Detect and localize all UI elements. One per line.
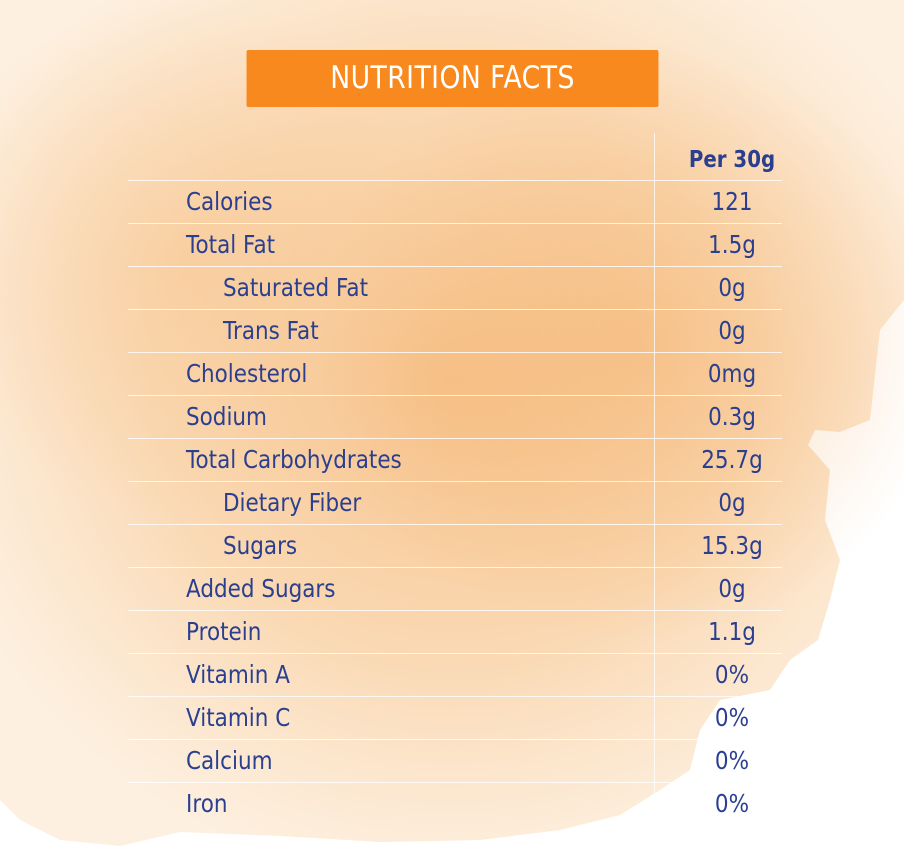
nutrient-value: 0g bbox=[718, 316, 746, 345]
nutrient-label: Dietary Fiber bbox=[223, 488, 362, 517]
nutrient-value: 0% bbox=[714, 703, 750, 732]
nutrient-label: Trans Fat bbox=[223, 316, 319, 345]
nutrient-row: Sugars 15.3g bbox=[128, 524, 782, 567]
nutrient-label: Total Carbohydrates bbox=[186, 445, 402, 474]
nutrient-label: Saturated Fat bbox=[223, 273, 369, 302]
nutrient-label: Vitamin C bbox=[186, 703, 291, 732]
nutrient-value: 15.3g bbox=[701, 531, 763, 560]
nutrient-row: Added Sugars 0g bbox=[128, 567, 782, 610]
nutrient-label: Total Fat bbox=[186, 230, 276, 259]
nutrient-row: Vitamin A 0% bbox=[128, 653, 782, 696]
nutrient-row: Sodium 0.3g bbox=[128, 395, 782, 438]
nutrient-row: Saturated Fat 0g bbox=[128, 266, 782, 309]
nutrient-label: Calories bbox=[186, 187, 273, 216]
per-serving-header: Per 30g bbox=[688, 147, 776, 173]
nutrition-facts-title: NUTRITION FACTS bbox=[246, 50, 659, 107]
nutrient-row: Dietary Fiber 0g bbox=[128, 481, 782, 524]
nutrient-value: 0g bbox=[718, 273, 746, 302]
nutrient-row: Total Fat 1.5g bbox=[128, 223, 782, 266]
column-divider bbox=[654, 133, 655, 821]
nutrient-row: Trans Fat 0g bbox=[128, 309, 782, 352]
nutrient-value: 25.7g bbox=[701, 445, 763, 474]
nutrient-value: 0% bbox=[714, 660, 750, 689]
nutrient-label: Iron bbox=[186, 789, 228, 818]
nutrient-label: Vitamin A bbox=[186, 660, 290, 689]
nutrient-label: Sugars bbox=[223, 531, 298, 560]
nutrient-value: 0mg bbox=[707, 359, 757, 388]
nutrient-value: 0g bbox=[718, 574, 746, 603]
nutrient-row: Vitamin C 0% bbox=[128, 696, 782, 739]
nutrient-value: 0g bbox=[718, 488, 746, 517]
nutrient-row: Total Carbohydrates 25.7g bbox=[128, 438, 782, 481]
nutrient-value: 0% bbox=[714, 789, 750, 818]
nutrient-label: Added Sugars bbox=[186, 574, 336, 603]
nutrient-value: 0.3g bbox=[708, 402, 756, 431]
nutrient-value: 121 bbox=[711, 187, 753, 216]
nutrient-label: Cholesterol bbox=[186, 359, 308, 388]
nutrient-row: Protein 1.1g bbox=[128, 610, 782, 653]
nutrient-value: 1.1g bbox=[708, 617, 756, 646]
nutrient-value: 1.5g bbox=[708, 230, 756, 259]
nutrient-row: Calories 121 bbox=[128, 180, 782, 223]
nutrient-row: Calcium 0% bbox=[128, 739, 782, 782]
nutrient-value: 0% bbox=[714, 746, 750, 775]
nutrient-label: Protein bbox=[186, 617, 262, 646]
nutrient-row: Cholesterol 0mg bbox=[128, 352, 782, 395]
nutrient-row: Iron 0% bbox=[128, 782, 782, 825]
nutrient-label: Calcium bbox=[186, 746, 273, 775]
nutrient-label: Sodium bbox=[186, 402, 268, 431]
